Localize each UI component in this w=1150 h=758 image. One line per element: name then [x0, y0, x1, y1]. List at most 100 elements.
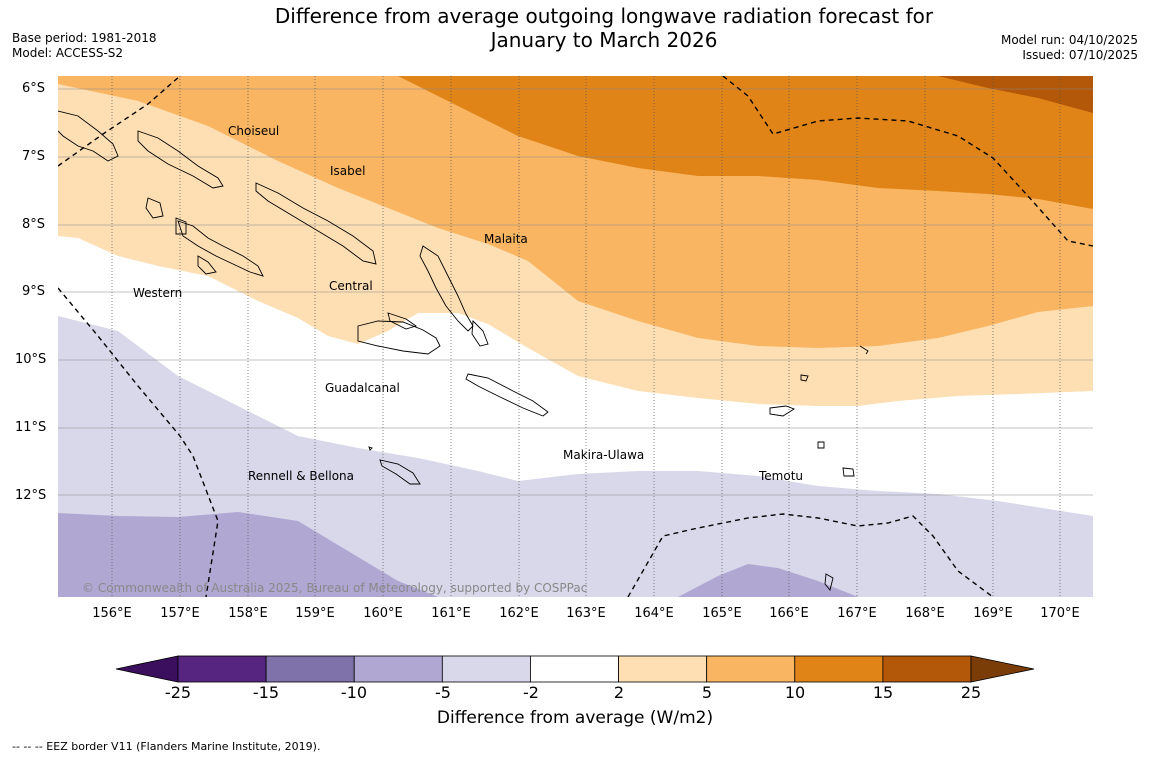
- colorbar-segment: [177, 655, 267, 683]
- chart-title: Difference from average outgoing longwav…: [200, 4, 1008, 52]
- island-rennell: [379, 459, 421, 485]
- eez-northwest: [58, 76, 181, 167]
- colorbar-extend-high: [970, 655, 1035, 683]
- colorbar-tick: -25: [164, 683, 192, 702]
- island-kolombangara: [175, 217, 187, 235]
- issued-date: Issued: 07/10/2025: [1022, 48, 1138, 62]
- island-makira: [465, 373, 549, 417]
- lon-label: 163°E: [566, 606, 606, 621]
- colorbar-segment: [530, 655, 619, 683]
- eez-borders: [58, 76, 1093, 597]
- colorbar-tick: 15: [872, 683, 894, 702]
- lon-label: 166°E: [769, 606, 809, 621]
- island-malaita: [419, 245, 474, 332]
- lon-label: 157°E: [160, 606, 200, 621]
- region-label-choiseul: Choiseul: [228, 124, 280, 138]
- colorbar-segment: [618, 655, 708, 683]
- island-tikopia: [824, 573, 834, 591]
- model-name: Model: ACCESS-S2: [12, 46, 124, 60]
- lon-label: 156°E: [92, 606, 132, 621]
- base-period: Base period: 1981-2018: [12, 31, 157, 45]
- island-isabel: [255, 182, 377, 265]
- lon-label: 170°E: [1040, 606, 1080, 621]
- region-label-isabel: Isabel: [330, 164, 366, 178]
- lon-label: 164°E: [634, 606, 674, 621]
- lon-label: 168°E: [905, 606, 945, 621]
- title-line-1: Difference from average outgoing longwav…: [274, 4, 934, 28]
- colorbar-extend-low: [115, 655, 179, 683]
- lon-label: 159°E: [295, 606, 335, 621]
- colorbar-segment: [353, 655, 443, 683]
- lon-label: 161°E: [431, 606, 471, 621]
- colorbar-title: Difference from average (W/m2): [436, 708, 714, 728]
- band-minus10-minus5-east: [678, 564, 858, 597]
- band-minus5-minus2: [58, 316, 1093, 597]
- colorbar-segment: [265, 655, 355, 683]
- region-label-central: Central: [329, 279, 373, 293]
- island-utupua: [817, 441, 825, 449]
- island-santa-isabel-tip: [387, 312, 418, 330]
- island-vanikoro: [842, 467, 855, 477]
- region-label-makira-ulawa: Makira-Ulawa: [563, 448, 645, 462]
- colorbar-segments: [177, 655, 972, 683]
- colorbar: [115, 655, 1035, 683]
- colorbar-tick: 5: [701, 683, 713, 702]
- copyright-notice: © Commonwealth of Australia 2025, Bureau…: [82, 581, 588, 595]
- region-label-temotu: Temotu: [759, 469, 804, 483]
- lat-label: 9°S: [22, 284, 46, 299]
- lon-label: 169°E: [973, 606, 1013, 621]
- lon-label: 160°E: [363, 606, 403, 621]
- colorbar-tick: 25: [960, 683, 982, 702]
- colorbar-segment: [882, 655, 972, 683]
- colorbar-tick: -15: [252, 683, 280, 702]
- eez-west: [58, 287, 219, 597]
- island-small-malaita: [471, 319, 489, 347]
- eez-footnote: -- -- -- EEZ border V11 (Flanders Marine…: [12, 740, 321, 753]
- lat-label: 11°S: [15, 420, 47, 435]
- region-label-guadalcanal: Guadalcanal: [325, 381, 400, 395]
- island-small-1: [368, 446, 373, 451]
- colorbar-tick: -10: [340, 683, 368, 702]
- map-svg: [58, 76, 1093, 597]
- island-choiseul: [137, 130, 224, 189]
- lat-label: 7°S: [22, 149, 46, 164]
- band-10-15: [398, 76, 1093, 209]
- region-label-western: Western: [133, 286, 183, 300]
- lon-label: 165°E: [702, 606, 742, 621]
- lat-label: 10°S: [15, 352, 47, 367]
- region-label-malaita: Malaita: [484, 232, 528, 246]
- lon-label: 158°E: [228, 606, 268, 621]
- island-rendova: [197, 255, 217, 275]
- island-santa-cruz: [769, 405, 796, 417]
- band-15-25: [938, 76, 1093, 113]
- island-reef: [800, 374, 809, 382]
- island-vella: [145, 197, 164, 219]
- colorbar-tick: 10: [784, 683, 806, 702]
- band-minus10-minus5: [58, 512, 438, 597]
- forecast-map: © Commonwealth of Australia 2025, Bureau…: [58, 76, 1093, 597]
- island-guadalcanal: [357, 320, 441, 355]
- colorbar-tick: 2: [613, 683, 625, 702]
- lat-label: 12°S: [15, 488, 47, 503]
- colorbar-tick: -2: [523, 683, 539, 702]
- meta-left: Base period: 1981-2018 Model: ACCESS-S2: [12, 31, 157, 61]
- eez-southeast: [627, 513, 994, 597]
- title-line-2: January to March 2026: [490, 28, 718, 52]
- lat-label: 6°S: [22, 81, 46, 96]
- region-label-rennell-bellona: Rennell & Bellona: [248, 469, 355, 483]
- colorbar-segment: [441, 655, 531, 683]
- lat-label: 8°S: [22, 217, 46, 232]
- model-run: Model run: 04/10/2025: [1000, 33, 1138, 47]
- colorbar-segment: [794, 655, 884, 683]
- island-bougainville: [58, 110, 119, 162]
- colorbar-segment: [706, 655, 796, 683]
- island-new-georgia: [177, 220, 264, 277]
- lon-label: 167°E: [837, 606, 877, 621]
- island-ontong: [859, 345, 869, 355]
- coastlines: [58, 110, 869, 591]
- lon-label: 162°E: [499, 606, 539, 621]
- colorbar-tick: -5: [435, 683, 451, 702]
- eez-northeast: [722, 76, 1093, 247]
- lat-gridlines: [58, 88, 1093, 496]
- meta-right: Model run: 04/10/2025 Issued: 07/10/2025: [1001, 33, 1138, 63]
